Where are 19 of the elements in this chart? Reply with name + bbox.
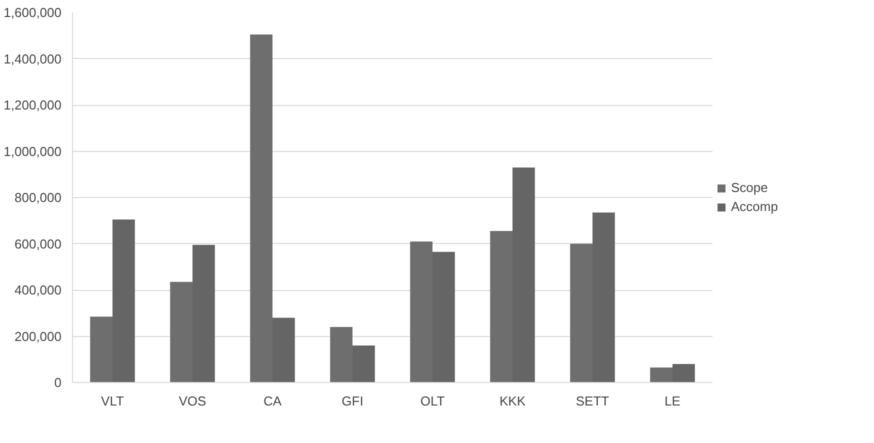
y-tick-label: 800,000 — [14, 190, 62, 205]
x-tick-label: OLT — [420, 394, 445, 408]
y-tick-label: 1,600,000 — [4, 5, 62, 20]
y-tick-label: 1,400,000 — [4, 51, 62, 66]
legend-label: Accomp — [731, 199, 778, 214]
x-tick-label: GFI — [342, 394, 364, 408]
y-tick-label: 400,000 — [14, 282, 62, 298]
y-tick-label: 1,000,000 — [4, 144, 62, 159]
x-tick-label: LE — [664, 394, 681, 408]
y-tick-label: 200,000 — [14, 328, 62, 344]
legend-label: Scope — [731, 180, 768, 195]
x-tick-label: VLT — [101, 394, 124, 408]
x-tick-label: KKK — [499, 394, 526, 408]
y-tick-label: 1,200,000 — [4, 98, 62, 112]
x-tick-label: SETT — [576, 394, 610, 408]
y-tick-label: 0 — [54, 375, 62, 390]
x-tick-label: VOS — [178, 394, 207, 408]
x-tick-label: CA — [263, 394, 282, 408]
y-tick-label: 600,000 — [14, 236, 62, 252]
